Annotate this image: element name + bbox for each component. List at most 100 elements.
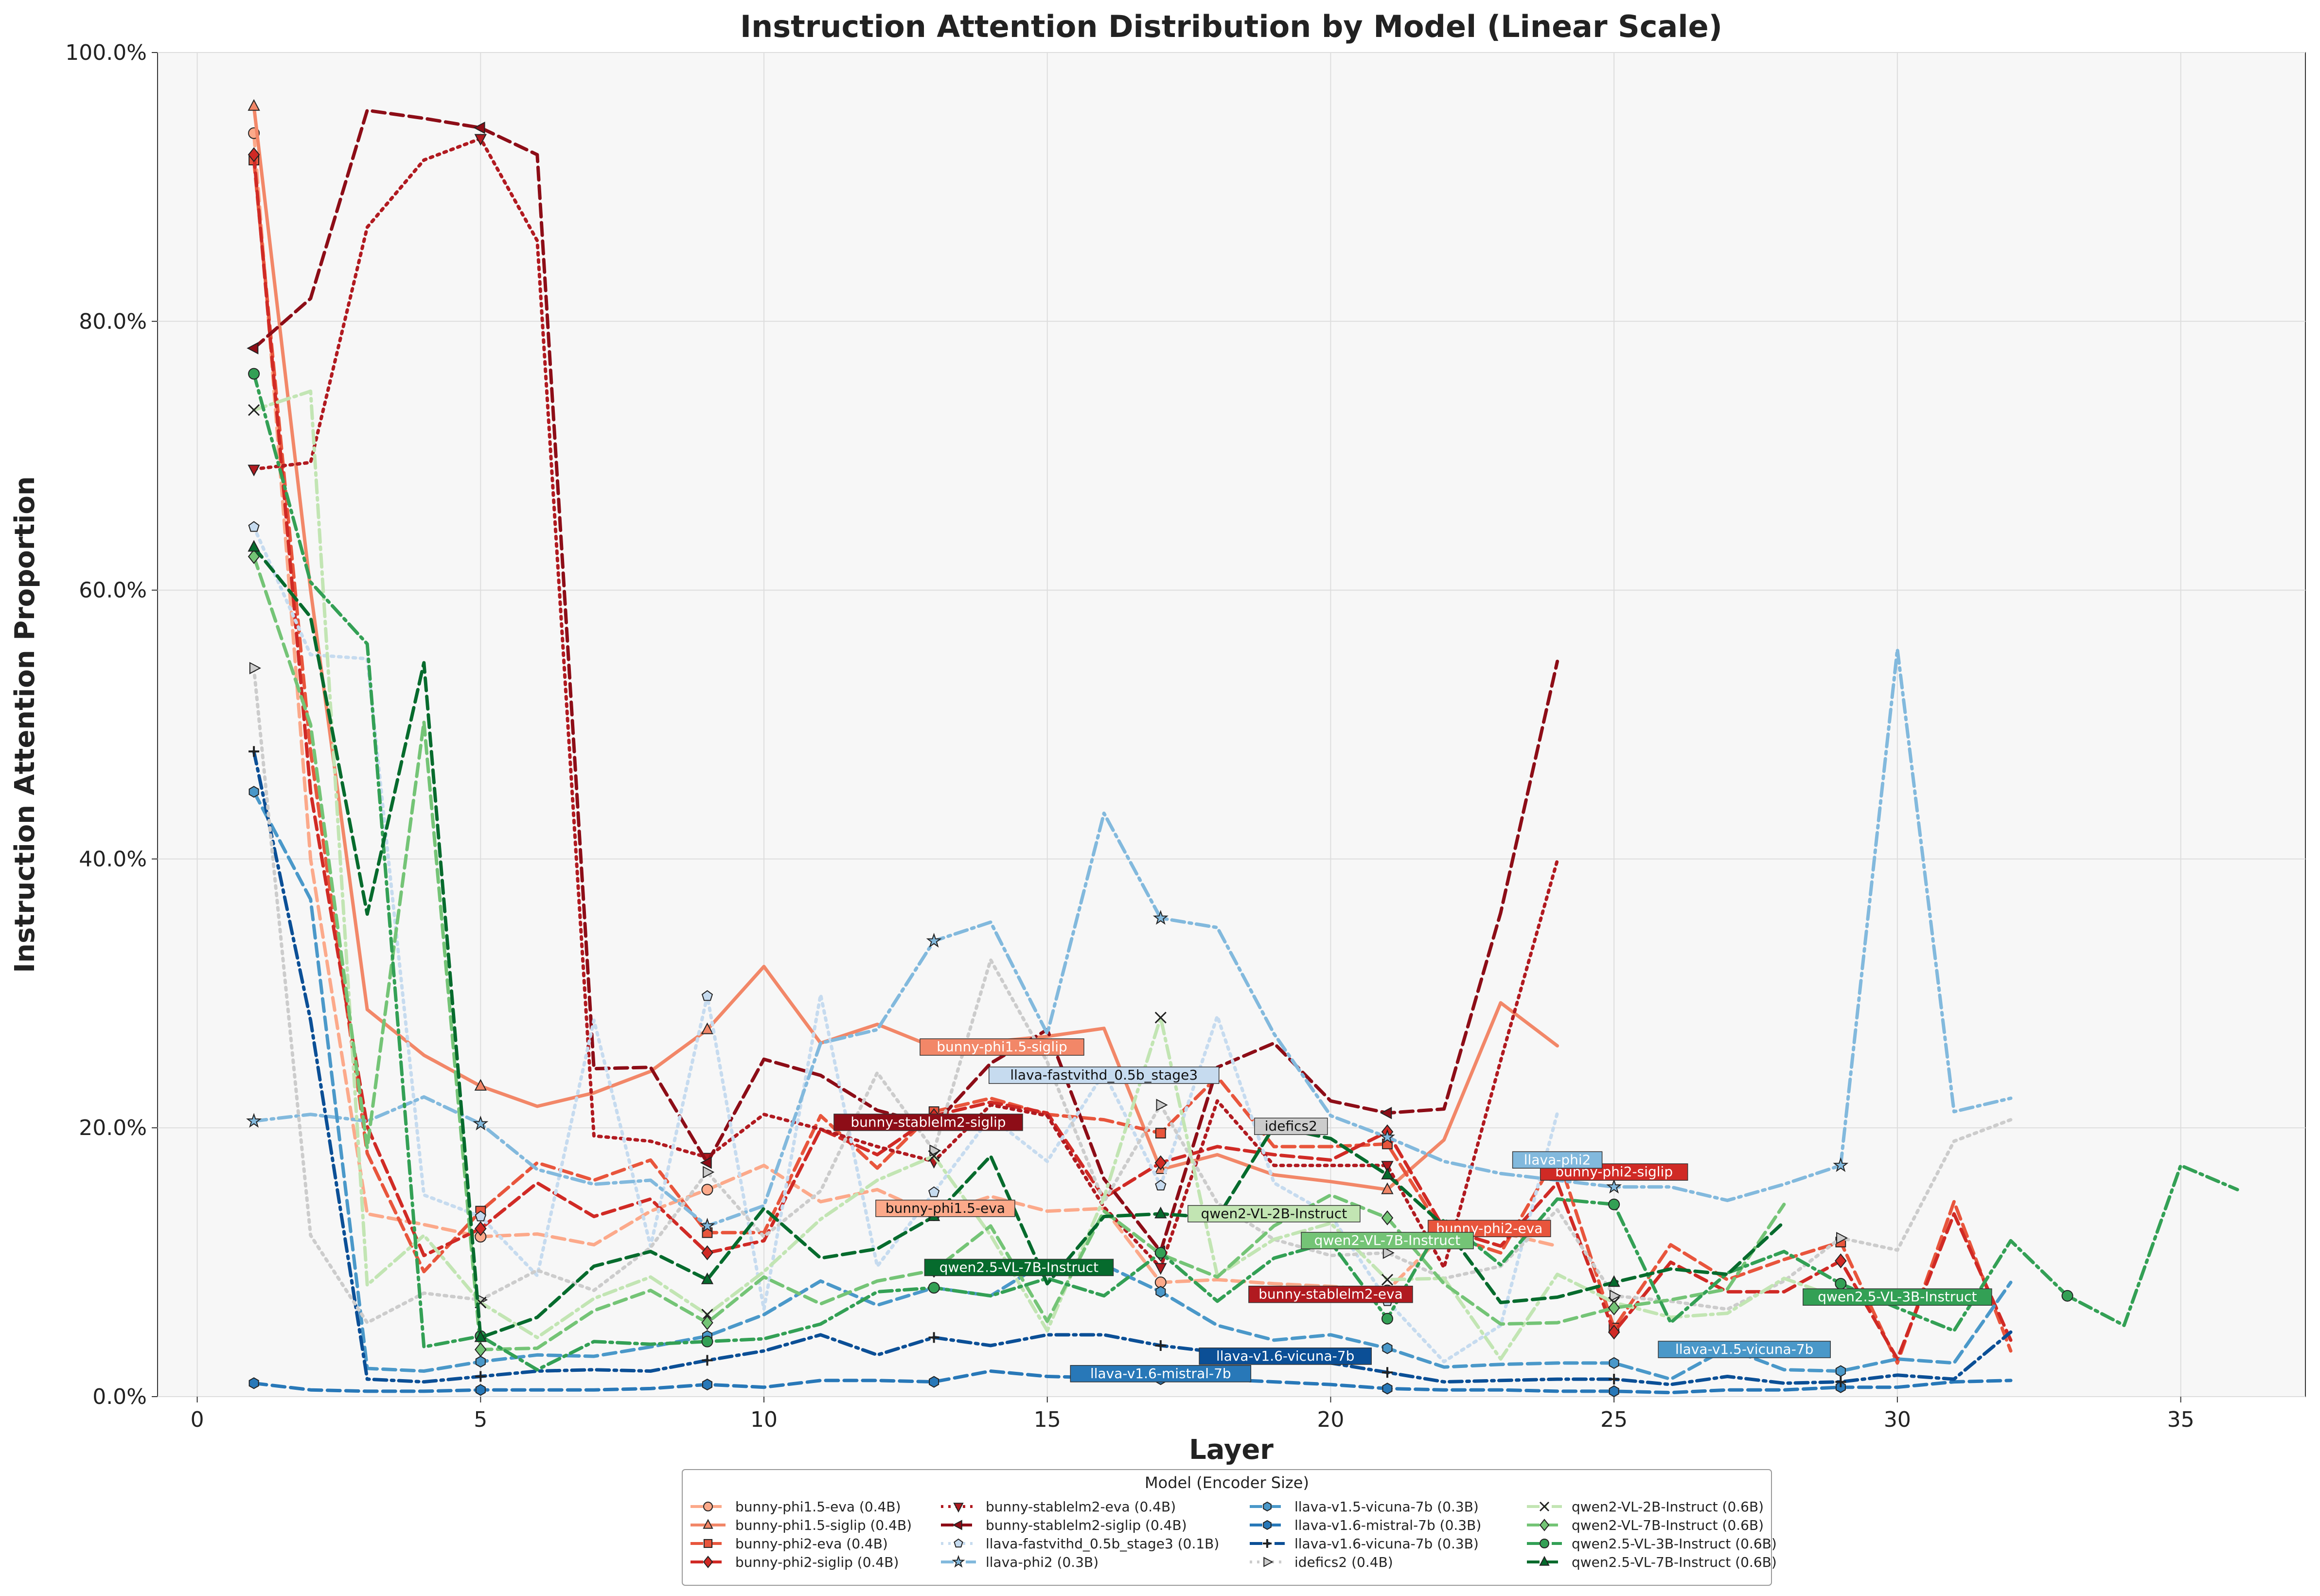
x-tick-label: 20: [1317, 1407, 1344, 1432]
data-point-marker: [1833, 1157, 1849, 1172]
data-point-marker: [1155, 1128, 1166, 1139]
data-point-marker: [1382, 1342, 1393, 1354]
data-point-marker: [700, 1156, 712, 1169]
series-label: qwen2-VL-2B-Instruct: [1187, 1205, 1361, 1223]
y-tick-label: 60.0%: [79, 578, 147, 603]
legend-entry: bunny-stablelm2-siglip (0.4B): [941, 1517, 1187, 1533]
data-point-marker: [474, 1330, 487, 1342]
series-label-text: bunny-phi1.5-eva: [885, 1200, 1005, 1216]
data-point-marker: [1609, 1385, 1619, 1398]
data-point-marker: [1154, 1247, 1167, 1259]
series-line: [252, 105, 1559, 1191]
data-point-marker: [926, 933, 942, 948]
data-point-marker: [1609, 1290, 1621, 1302]
legend-marker: [703, 1556, 713, 1568]
plot-area: [157, 52, 2306, 1397]
data-point-marker: [701, 990, 713, 1001]
data-point-marker: [248, 746, 260, 757]
series-label-box: [920, 1038, 1084, 1056]
series-label: llava-phi2: [1512, 1151, 1603, 1169]
legend-label: bunny-phi1.5-siglip (0.4B): [735, 1517, 912, 1533]
data-point-marker: [929, 1144, 941, 1157]
series-label-box: [833, 1114, 1023, 1131]
legend-label: llava-v1.6-mistral-7b (0.3B): [1294, 1517, 1481, 1533]
legend-entry: bunny-phi2-eva (0.4B): [691, 1536, 888, 1552]
axis-ticks: 0 5 10 15 20 25 30 35 0.0% 20.0% 40.0% 60.0% 80.0% 10…: [65, 40, 2194, 1432]
data-point-marker: [1606, 1179, 1622, 1194]
series-label-box: [1070, 1365, 1252, 1383]
series-11: [249, 662, 2013, 1325]
legend-entry: qwen2.5-VL-3B-Instruct (0.6B): [1527, 1536, 1777, 1552]
legend-entry: qwen2-VL-2B-Instruct (0.6B): [1527, 1499, 1764, 1515]
legend-label: qwen2-VL-7B-Instruct (0.6B): [1572, 1517, 1764, 1533]
x-tick-label: 0: [191, 1407, 204, 1432]
data-point-marker: [1835, 1253, 1847, 1269]
series-label-text: bunny-stablelm2-eva: [1258, 1286, 1403, 1302]
data-point-marker: [1156, 1099, 1168, 1111]
legend-marker: [1539, 1501, 1550, 1512]
data-point-marker: [1152, 910, 1169, 925]
data-point-marker: [929, 1376, 939, 1388]
data-point-marker: [701, 1022, 714, 1034]
data-point-marker: [248, 147, 260, 162]
legend-marker: [1263, 1520, 1272, 1530]
data-point-marker: [928, 1282, 940, 1294]
y-tick-label: 80.0%: [79, 309, 147, 334]
legend-marker: [703, 1519, 713, 1529]
data-point-marker: [699, 1218, 715, 1233]
series-label-text: llava-phi2: [1524, 1152, 1591, 1168]
data-point-marker: [1381, 1210, 1394, 1225]
series-line: [252, 545, 1786, 1339]
series-label: llava-v1.5-vicuna-7b: [1658, 1341, 1831, 1358]
data-point-marker: [2061, 1290, 2073, 1302]
legend-label: bunny-phi1.5-eva (0.4B): [735, 1499, 901, 1515]
data-point-marker: [1381, 1312, 1393, 1325]
legend: Model (Encoder Size) bunny-phi1.5-eva (0…: [682, 1469, 1777, 1586]
legend-entry: idefics2 (0.4B): [1250, 1554, 1393, 1570]
series-label-text: qwen2-VL-7B-Instruct: [1314, 1232, 1461, 1248]
legend-label: bunny-stablelm2-siglip (0.4B): [986, 1517, 1187, 1533]
legend-entry: llava-v1.6-vicuna-7b (0.3B): [1250, 1536, 1479, 1552]
series-label-box: [1248, 1285, 1413, 1303]
series-label: qwen2-VL-7B-Instruct: [1301, 1232, 1474, 1249]
series-label-box: [924, 1259, 1114, 1277]
data-point-marker: [1608, 1275, 1620, 1287]
data-point-marker: [473, 122, 485, 134]
data-point-marker: [248, 540, 260, 552]
series-label: llava-v1.6-mistral-7b: [1070, 1365, 1252, 1383]
data-point-marker: [702, 1378, 712, 1391]
data-point-marker: [1835, 1381, 1846, 1393]
series-label: idefics2: [1254, 1117, 1328, 1135]
data-point-marker: [248, 404, 260, 416]
data-point-marker: [1154, 1155, 1167, 1170]
legend-label: bunny-phi2-eva (0.4B): [735, 1536, 888, 1552]
legend-marker: [952, 1555, 965, 1568]
y-tick-label: 100.0%: [65, 40, 147, 65]
legend-label: llava-v1.5-vicuna-7b (0.3B): [1294, 1499, 1479, 1515]
legend-entry: bunny-stablelm2-eva (0.4B): [941, 1499, 1176, 1515]
data-point-marker: [1380, 1107, 1392, 1119]
series-label-box: [1512, 1151, 1603, 1169]
x-tick-label: 5: [474, 1407, 487, 1432]
data-point-marker: [702, 1355, 713, 1366]
x-tick-label: 25: [1600, 1407, 1628, 1432]
x-axis-label: Layer: [1189, 1434, 1274, 1466]
series-label-box: [1658, 1341, 1831, 1358]
data-point-marker: [248, 521, 260, 532]
legend-marker: [952, 1520, 962, 1530]
x-tick-label: 35: [2167, 1407, 2195, 1432]
data-point-marker: [1380, 1129, 1395, 1144]
data-point-marker: [1609, 1374, 1620, 1385]
series-14: [248, 368, 2239, 1372]
data-point-marker: [248, 464, 260, 477]
legend-label: qwen2.5-VL-7B-Instruct (0.6B): [1572, 1554, 1777, 1570]
legend-label: llava-phi2 (0.3B): [986, 1554, 1098, 1570]
data-point-marker: [1835, 1277, 1847, 1290]
data-point-marker: [1609, 1357, 1619, 1369]
legend-marker: [1263, 1501, 1272, 1512]
data-point-marker: [475, 1210, 486, 1222]
series-label: llava-fastvithd_0.5b_stage3: [989, 1066, 1220, 1084]
data-point-marker: [474, 134, 487, 146]
series-label-box: [1803, 1288, 1992, 1306]
data-point-marker: [248, 549, 260, 564]
